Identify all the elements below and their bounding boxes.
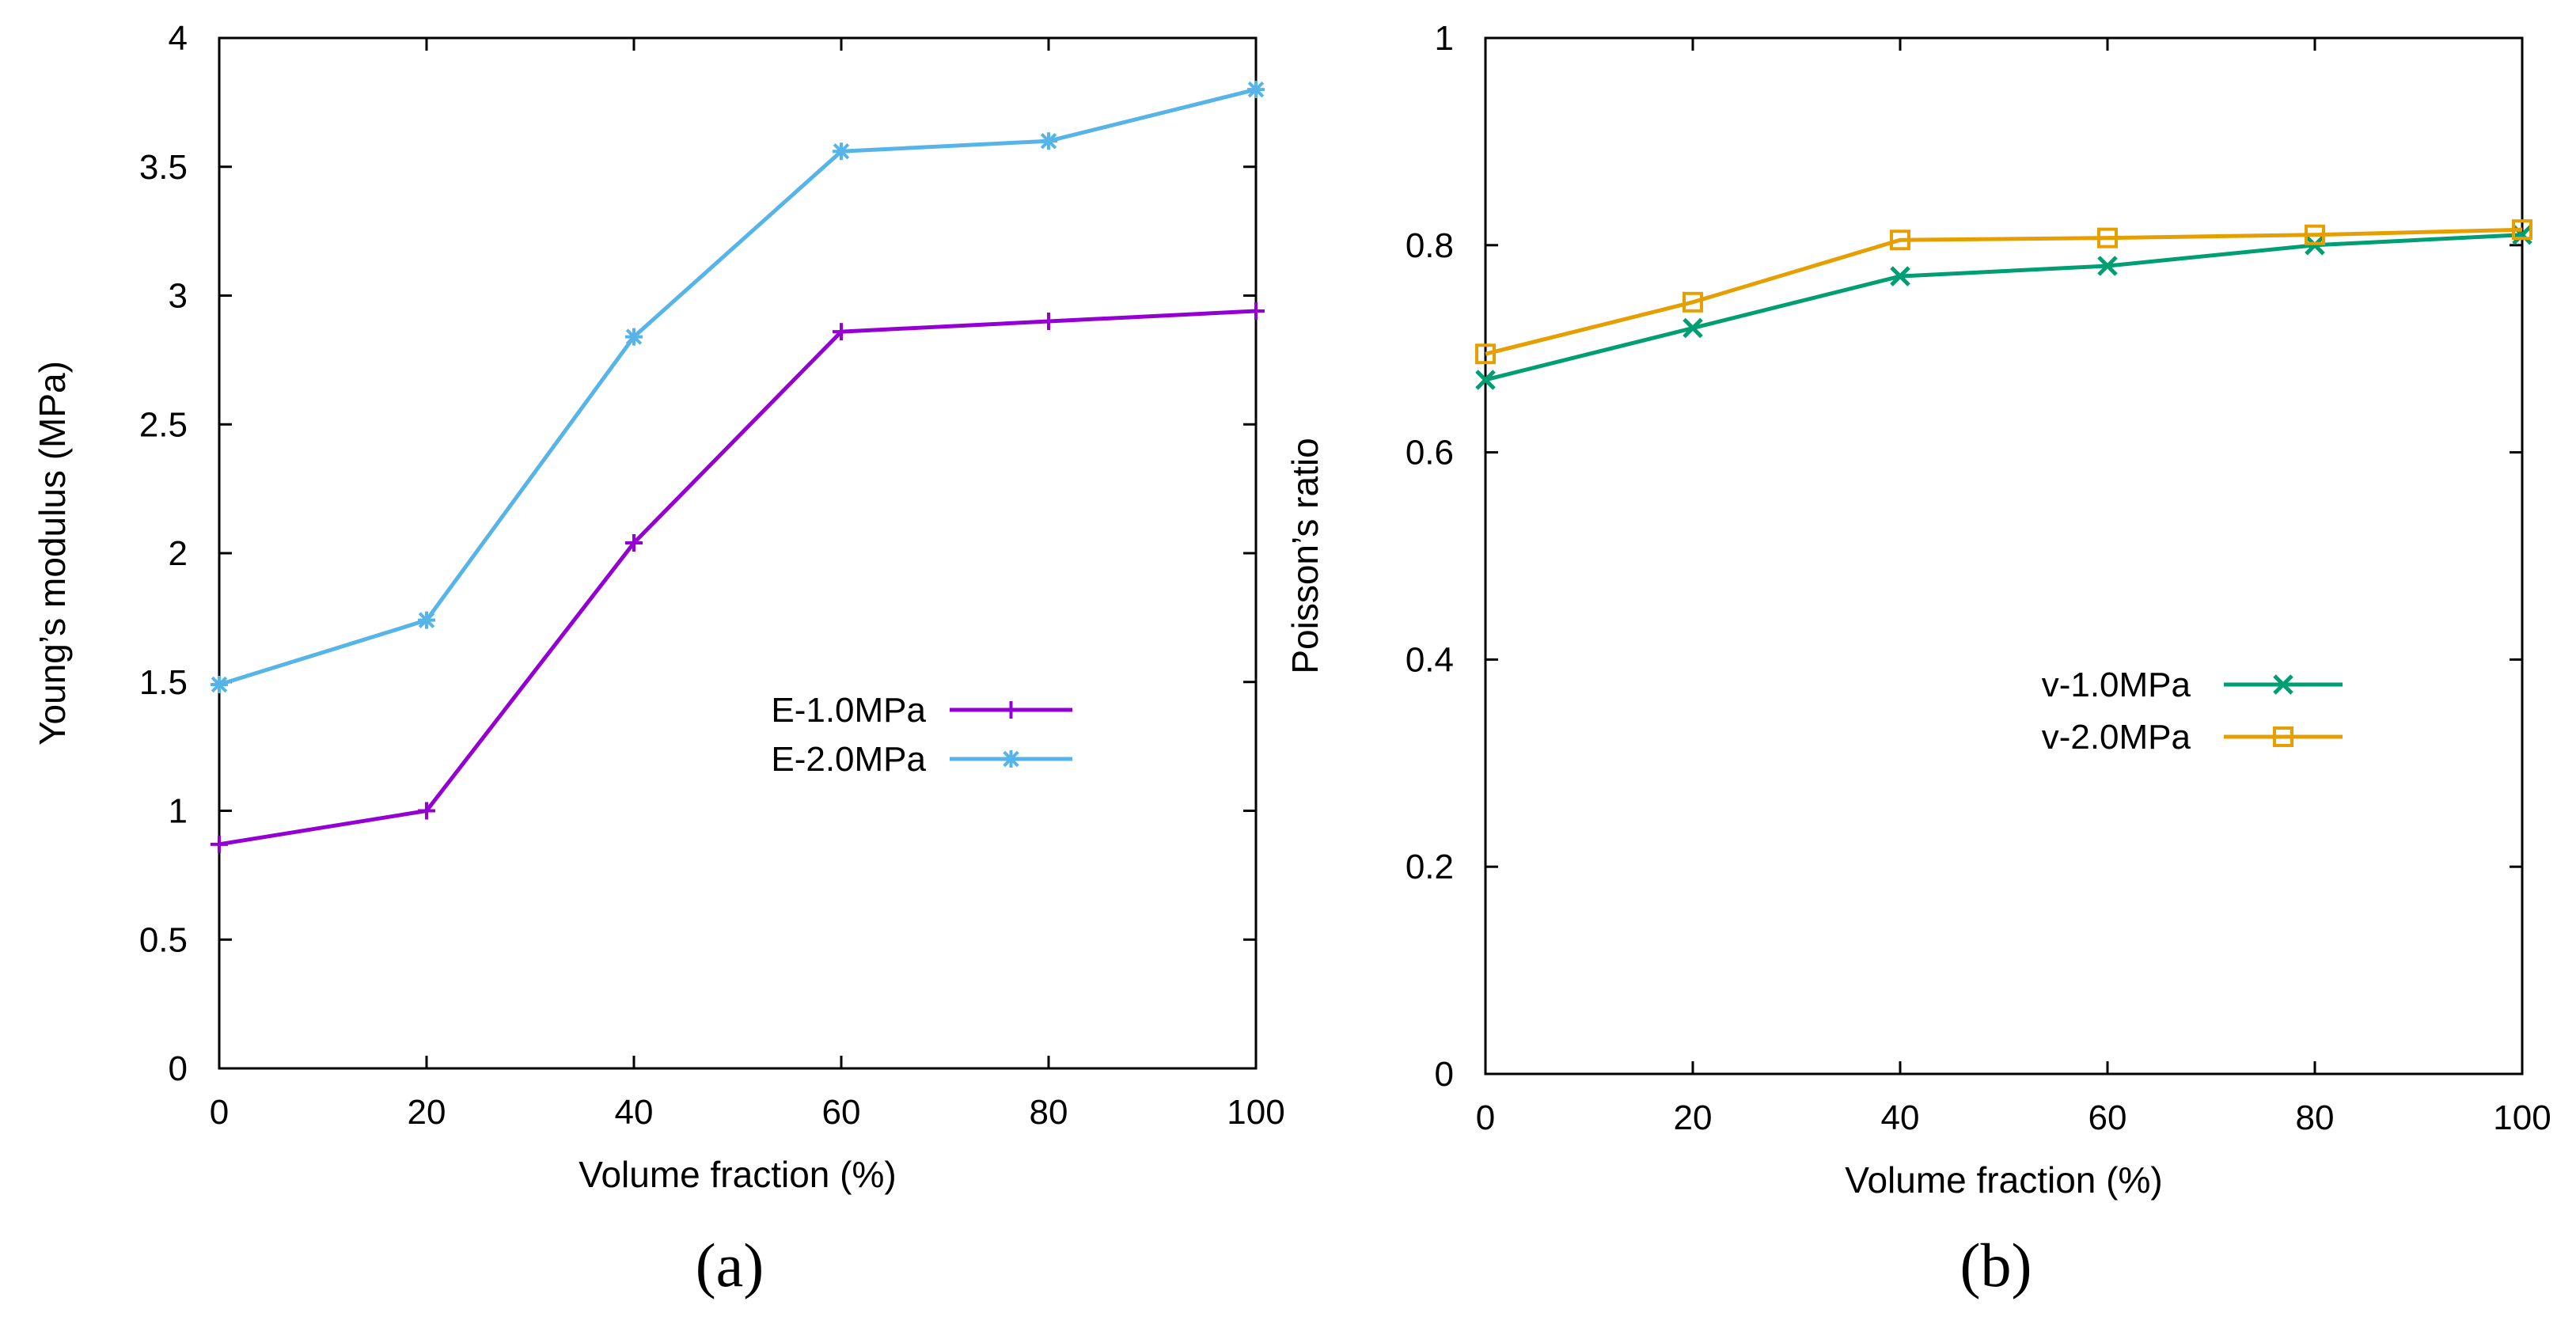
chart-a-young-modulus: 0 20 40 60 80 100 0 0.5 1 1.5 2 2.5 3 3.5 4 Volume frac… xyxy=(32,19,1285,1299)
data-point-v-2.0MPa-20 xyxy=(1683,291,1703,313)
y-tick-label-a: 1.5 xyxy=(139,663,188,702)
series-line-v-2.0MPa xyxy=(1485,227,2523,356)
data-point-E-1.0MPa-40 xyxy=(625,533,643,552)
y-tick-label-a: 0.5 xyxy=(139,920,188,959)
data-point-E-2.0MPa-60 xyxy=(833,142,850,161)
panel-label-a: (a) xyxy=(696,1231,764,1299)
legend-marker-v-1.0MPa xyxy=(2273,674,2293,695)
legend-label-E-1.0MPa: E-1.0MPa xyxy=(771,691,926,730)
x-tick-label-b: 80 xyxy=(2296,1098,2335,1137)
data-point-E-2.0MPa-80 xyxy=(1040,132,1057,150)
x-tick-label-a: 100 xyxy=(1227,1093,1284,1132)
y-tick-label-a: 4 xyxy=(169,19,188,58)
legend-marker-E-2.0MPa xyxy=(1002,750,1020,768)
x-tick-label-a: 0 xyxy=(210,1093,229,1132)
data-point-E-2.0MPa-20 xyxy=(418,611,435,629)
series-E-2.0MPa xyxy=(211,81,1265,694)
panel-label-b: (b) xyxy=(1960,1231,2032,1299)
data-point-v-2.0MPa-0 xyxy=(1475,343,1496,365)
data-point-v-2.0MPa-40 xyxy=(1890,230,1910,251)
x-axis-label-b: Volume fraction (%) xyxy=(1845,1159,2162,1201)
x-tick-label-b: 20 xyxy=(1674,1098,1713,1137)
y-axis-label-a: Young’s modulus (MPa) xyxy=(32,361,73,745)
data-point-E-2.0MPa-100 xyxy=(1247,81,1265,99)
y-tick-label-a: 0 xyxy=(169,1049,188,1088)
series-v-2.0MPa xyxy=(1475,219,2532,365)
data-point-v-1.0MPa-20 xyxy=(1683,317,1703,339)
y-tick-label-a: 2 xyxy=(169,534,188,573)
y-tick-label-b: 0.2 xyxy=(1406,848,1454,886)
y-axis-label-b: Poisson’s ratio xyxy=(1284,438,1326,673)
y-tick-label-a: 2.5 xyxy=(139,405,188,444)
data-point-v-2.0MPa-60 xyxy=(2097,227,2118,248)
x-tick-label-a: 40 xyxy=(615,1093,654,1132)
x-tick-label-b: 100 xyxy=(2493,1098,2551,1137)
x-tick-label-b: 0 xyxy=(1476,1098,1495,1137)
x-tick-label-a: 80 xyxy=(1030,1093,1068,1132)
data-point-E-1.0MPa-0 xyxy=(211,835,228,853)
data-point-v-2.0MPa-80 xyxy=(2305,224,2325,245)
x-tick-label-a: 60 xyxy=(822,1093,861,1132)
data-point-E-1.0MPa-80 xyxy=(1040,313,1057,331)
data-point-v-1.0MPa-80 xyxy=(2305,235,2325,256)
series-E-1.0MPa xyxy=(211,302,1265,853)
series-v-1.0MPa xyxy=(1475,224,2532,390)
plot-frame-b xyxy=(1484,36,2524,1076)
data-point-E-1.0MPa-20 xyxy=(418,802,435,820)
legend-marker-E-1.0MPa xyxy=(1002,701,1020,719)
y-tick-label-b: 0.8 xyxy=(1406,226,1454,265)
series-line-v-1.0MPa xyxy=(1485,233,2523,382)
y-tick-label-b: 1 xyxy=(1435,19,1454,58)
y-tick-label-b: 0.6 xyxy=(1406,434,1454,472)
data-point-E-2.0MPa-40 xyxy=(625,328,643,346)
data-point-v-1.0MPa-40 xyxy=(1890,266,1910,286)
legend-label-v-1.0MPa: v-1.0MPa xyxy=(2042,666,2191,704)
x-tick-label-b: 40 xyxy=(1881,1098,1920,1137)
legend-label-v-2.0MPa: v-2.0MPa xyxy=(2042,718,2191,757)
data-point-E-2.0MPa-0 xyxy=(211,676,228,694)
series-line-E-2.0MPa xyxy=(218,87,1257,687)
y-tick-label-a: 3.5 xyxy=(139,148,188,187)
legend-marker-v-2.0MPa xyxy=(2273,726,2293,747)
series-line-E-1.0MPa xyxy=(218,309,1257,847)
x-tick-label-b: 60 xyxy=(2088,1098,2127,1137)
y-tick-label-b: 0 xyxy=(1435,1055,1454,1094)
y-tick-label-a: 1 xyxy=(169,792,188,831)
chart-b-poisson-ratio: 0 20 40 60 80 100 0 0.2 0.4 0.6 0.8 1 Volume fractio… xyxy=(1284,19,2551,1299)
data-point-v-1.0MPa-60 xyxy=(2097,256,2118,276)
data-point-v-2.0MPa-100 xyxy=(2512,219,2532,241)
plot-frame-a xyxy=(218,36,1258,1070)
x-tick-label-a: 20 xyxy=(408,1093,446,1132)
data-point-E-1.0MPa-60 xyxy=(833,323,850,341)
data-point-E-1.0MPa-100 xyxy=(1247,302,1265,321)
y-tick-label-b: 0.4 xyxy=(1406,640,1454,679)
y-tick-label-a: 3 xyxy=(169,277,188,316)
data-point-v-1.0MPa-0 xyxy=(1475,370,1496,390)
x-axis-label-a: Volume fraction (%) xyxy=(579,1154,896,1195)
legend-label-E-2.0MPa: E-2.0MPa xyxy=(771,740,926,779)
